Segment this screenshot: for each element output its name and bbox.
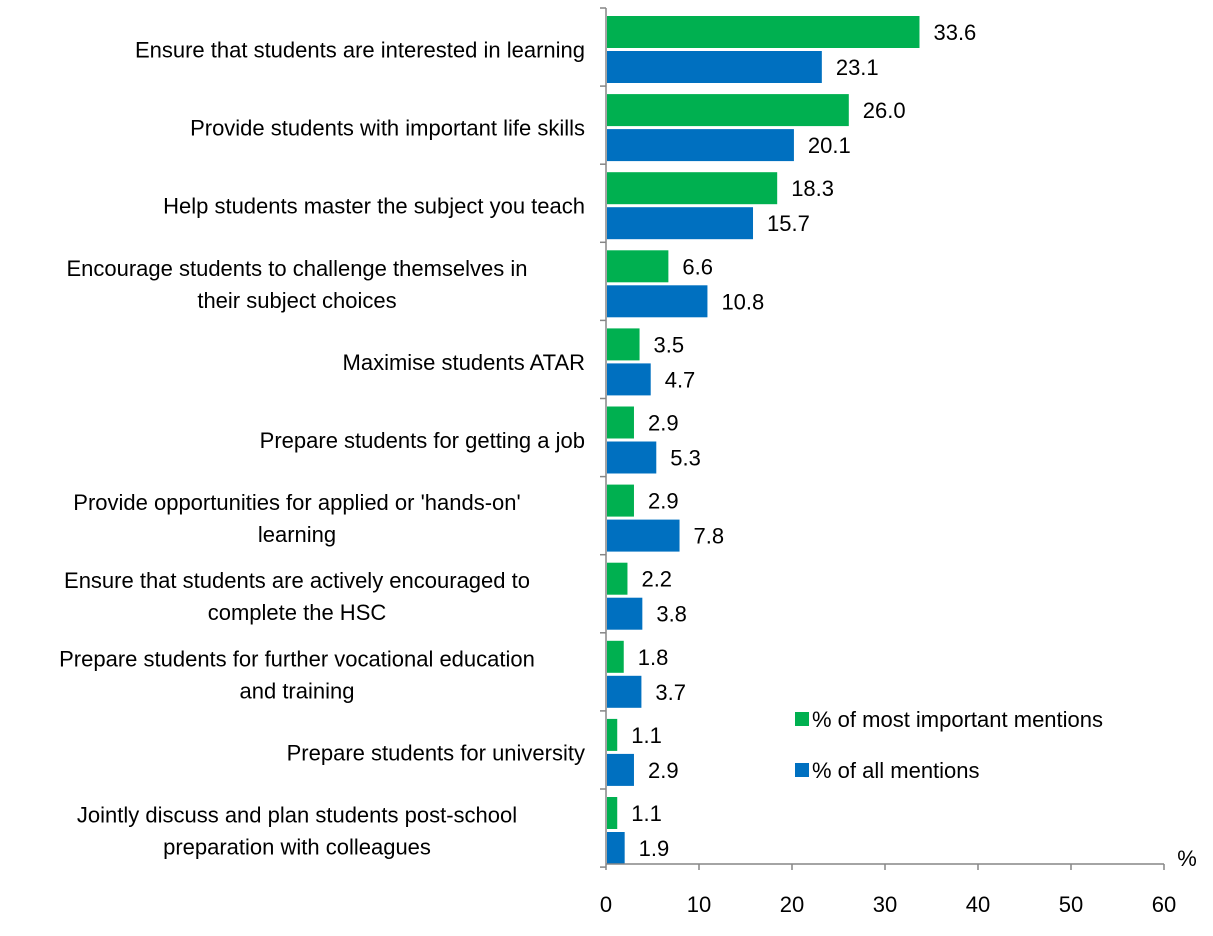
data-label: 2.9 <box>648 411 679 436</box>
bar-all-mentions <box>607 832 625 864</box>
category-label: Jointly discuss and plan students post-s… <box>77 803 517 828</box>
category-label: Ensure that students are interested in l… <box>135 38 585 63</box>
bar-most-important <box>607 484 634 517</box>
data-label: 6.6 <box>682 254 713 279</box>
bar-all-mentions <box>607 207 754 240</box>
data-label: 5.3 <box>670 446 701 471</box>
x-tick-label: 40 <box>966 892 990 917</box>
data-label: 3.8 <box>656 602 687 627</box>
bar-most-important <box>607 172 778 205</box>
data-label: 2.2 <box>641 567 672 592</box>
data-label: 3.7 <box>655 680 686 705</box>
category-label: preparation with colleagues <box>163 835 431 860</box>
data-label: 20.1 <box>808 133 851 158</box>
x-tick-label: 50 <box>1059 892 1083 917</box>
category-label: and training <box>240 678 355 703</box>
x-tick-label: 20 <box>780 892 804 917</box>
data-label: 1.8 <box>638 645 669 670</box>
data-label: 18.3 <box>791 176 834 201</box>
legend-swatch <box>795 712 809 726</box>
x-axis-unit-label: % <box>1177 846 1197 871</box>
x-tick-label: 60 <box>1152 892 1176 917</box>
category-label: complete the HSC <box>208 600 387 625</box>
data-label: 15.7 <box>767 211 810 236</box>
data-label: 1.1 <box>631 723 662 748</box>
bar-most-important <box>607 16 920 48</box>
data-label: 2.9 <box>648 758 679 783</box>
category-label: Encourage students to challenge themselv… <box>66 256 527 281</box>
x-tick-label: 30 <box>873 892 897 917</box>
bar-most-important <box>607 250 669 283</box>
category-label: Provide students with important life ski… <box>190 116 585 141</box>
data-label: 23.1 <box>836 55 879 80</box>
bar-all-mentions <box>607 753 634 786</box>
data-label: 2.9 <box>648 489 679 514</box>
data-label: 3.5 <box>654 332 685 357</box>
bar-most-important <box>607 640 624 673</box>
category-label: learning <box>258 522 336 547</box>
bar-most-important <box>607 562 628 595</box>
bar-most-important <box>607 406 634 439</box>
bars <box>607 16 920 864</box>
data-label: 33.6 <box>933 20 976 45</box>
legend-label: % of all mentions <box>812 758 980 783</box>
bar-all-mentions <box>607 285 708 318</box>
bar-all-mentions <box>607 675 642 708</box>
bar-most-important <box>607 328 640 361</box>
data-label: 7.8 <box>694 524 725 549</box>
bar-all-mentions <box>607 51 822 83</box>
category-label: Prepare students for getting a job <box>260 428 585 453</box>
category-label: Help students master the subject you tea… <box>163 194 585 219</box>
category-label: Prepare students for university <box>287 740 585 765</box>
bar-all-mentions <box>607 129 794 162</box>
legend-label: % of most important mentions <box>812 707 1103 732</box>
category-label: Prepare students for further vocational … <box>59 646 535 671</box>
data-label: 26.0 <box>863 98 906 123</box>
category-label: Provide opportunities for applied or 'ha… <box>73 490 520 515</box>
data-label: 1.1 <box>631 801 662 826</box>
axes: 0 10 20 30 40 50 60% <box>600 7 1197 917</box>
legend: % of most important mentions % of all men… <box>795 707 1103 783</box>
x-tick-label: 10 <box>687 892 711 917</box>
category-label: Maximise students ATAR <box>343 350 585 375</box>
data-labels: 33.6 26.0 18.3 6.6 3.5 2.9 2.9 2.2 1.8 1.1 1.1 23.1… <box>631 20 976 861</box>
bar-all-mentions <box>607 441 657 474</box>
x-tick-label: 0 <box>600 892 612 917</box>
bar-most-important <box>607 797 618 829</box>
bar-all-mentions <box>607 597 643 630</box>
data-label: 1.9 <box>639 836 670 861</box>
legend-swatch <box>795 763 809 777</box>
category-label: Ensure that students are actively encour… <box>64 568 530 593</box>
bar-most-important <box>607 94 849 127</box>
category-labels: Ensure that students are interested in l… <box>59 38 585 860</box>
bar-most-important <box>607 718 618 751</box>
bar-all-mentions <box>607 519 680 552</box>
category-label: their subject choices <box>197 288 396 313</box>
data-label: 4.7 <box>665 367 696 392</box>
data-label: 10.8 <box>721 289 764 314</box>
bar-all-mentions <box>607 363 651 396</box>
